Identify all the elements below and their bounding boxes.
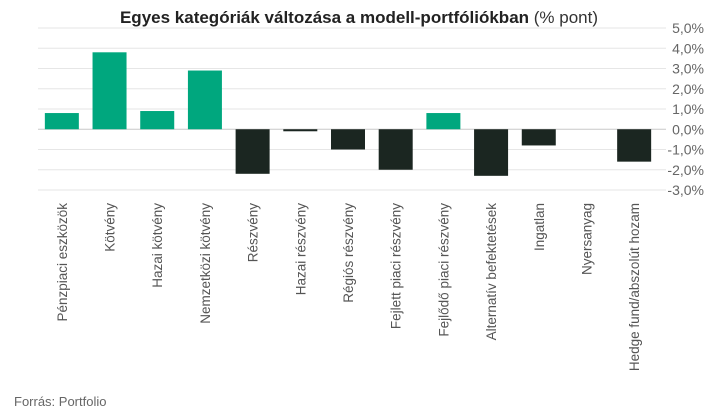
x-tick-label: Hazai részvény — [293, 203, 308, 296]
x-tick-label: Ingatlan — [532, 203, 547, 251]
y-tick-label: 0,0% — [672, 121, 704, 137]
y-tick-label: -1,0% — [667, 142, 704, 158]
bar — [187, 70, 222, 130]
bar — [378, 129, 413, 170]
y-tick-label: 3,0% — [672, 61, 704, 77]
bar — [426, 113, 461, 130]
bars — [44, 52, 652, 176]
y-tick-label: 4,0% — [672, 40, 704, 56]
y-tick-label: 5,0% — [672, 20, 704, 36]
x-tick-label: Fejlett piaci részvény — [389, 203, 404, 329]
x-tick-label: Fejlődő piaci részvény — [436, 203, 451, 337]
x-tick-label: Pénzpiaci eszközök — [55, 203, 70, 322]
source-note: Forrás: Portfolio — [14, 394, 107, 409]
bar — [235, 129, 270, 174]
bar — [331, 129, 365, 150]
x-tick-label: Alternatív befektetések — [484, 203, 499, 341]
bar — [617, 129, 652, 162]
bar — [283, 129, 318, 132]
chart-title-unit: (% pont) — [533, 8, 599, 27]
bar — [140, 111, 175, 130]
bar — [44, 113, 79, 130]
x-tick-label: Nyersanyag — [579, 203, 594, 275]
x-tick-label: Részvény — [246, 203, 261, 263]
x-tick-label: Régiós részvény — [341, 203, 356, 303]
x-tick-label: Hazai kötvény — [150, 203, 165, 288]
chart-title-main: Egyes kategóriák változása a modell-port… — [119, 8, 530, 27]
bar — [521, 129, 556, 146]
x-tick-label: Hedge fund/abszolút hozam — [627, 203, 642, 371]
y-tick-label: 2,0% — [672, 81, 704, 97]
bar — [92, 52, 127, 130]
chart-title: Egyes kategóriák változása a modell-port… — [0, 8, 718, 28]
y-tick-label: -3,0% — [667, 182, 704, 198]
y-tick-label: 1,0% — [672, 101, 704, 117]
x-tick-label: Kötvény — [103, 203, 118, 252]
x-axis-labels: Pénzpiaci eszközök Kötvény Hazai kötvény Ne… — [55, 203, 642, 371]
gridlines — [38, 27, 666, 191]
bar — [474, 129, 509, 176]
x-tick-label: Nemzetközi kötvény — [198, 203, 213, 324]
y-axis-ticks: 5,0% 4,0% 3,0% 2,0% 1,0% 0,0% -1,0% -2,0% -3,0% — [667, 20, 704, 198]
y-tick-label: -2,0% — [667, 162, 704, 178]
